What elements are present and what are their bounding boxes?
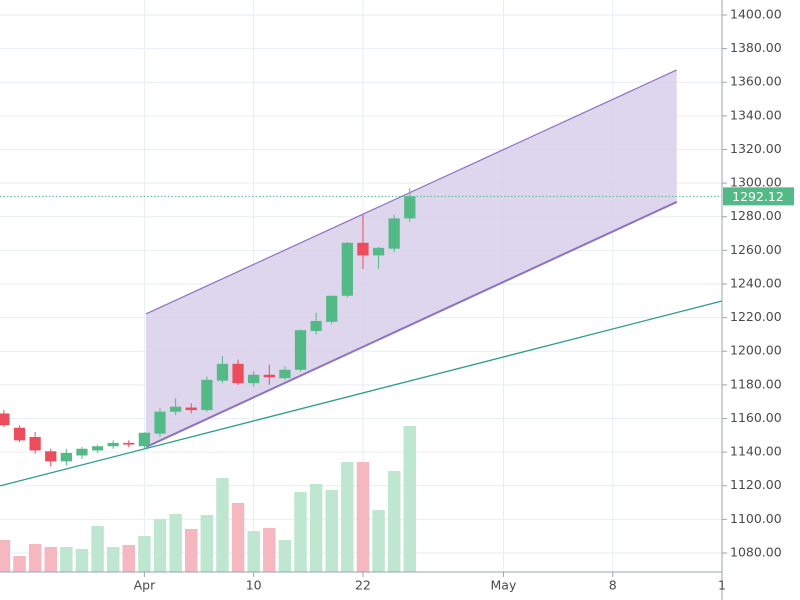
volume-bar — [28, 544, 42, 572]
candle-body — [60, 452, 72, 462]
volume-bar — [138, 536, 151, 572]
candle-body — [123, 442, 135, 445]
candle-body — [76, 448, 88, 456]
y-tick-label: 1100.00 — [730, 511, 782, 526]
y-tick-label: 1220.00 — [730, 309, 782, 324]
candle-body — [372, 247, 385, 256]
volume-bar — [169, 514, 182, 572]
y-tick-label: 1180.00 — [730, 376, 782, 391]
y-tick-label: 1160.00 — [730, 410, 782, 425]
x-tick-label: May — [491, 578, 517, 593]
volume-bar — [387, 471, 401, 572]
candle-body — [107, 442, 119, 447]
volume-bar — [341, 462, 354, 572]
y-tick-label: 1340.00 — [730, 107, 782, 122]
y-tick-label: 1300.00 — [730, 175, 782, 190]
last-price-label: 1292.12 — [732, 189, 784, 204]
candle-body — [0, 413, 10, 426]
volume-bar — [231, 503, 245, 572]
candle-body — [201, 379, 213, 411]
y-tick-label: 1280.00 — [730, 208, 782, 223]
candle-body — [341, 242, 353, 296]
y-tick-label: 1380.00 — [730, 40, 782, 55]
volume-bar — [263, 528, 276, 572]
volume-bar — [356, 462, 370, 572]
x-tick-label: 1 — [718, 578, 726, 593]
y-tick-label: 1360.00 — [730, 74, 782, 89]
volume-bar — [247, 531, 260, 572]
volume-bar — [75, 549, 89, 572]
candle-body — [294, 330, 307, 370]
candle-body — [91, 446, 104, 451]
volume-bar — [372, 510, 385, 572]
volume-layer — [0, 426, 417, 572]
volume-bar — [0, 540, 11, 572]
y-tick-label: 1080.00 — [730, 545, 782, 560]
volume-bar — [278, 540, 292, 572]
channel-fill — [145, 69, 677, 448]
volume-bar — [184, 529, 198, 572]
volume-bar — [153, 519, 167, 572]
volume-bar — [106, 547, 120, 572]
axes-layer: 1080.00 1100.00 1120.00 1140.00 1160.00 1180.… — [134, 6, 794, 593]
y-tick-label: 1120.00 — [730, 477, 782, 492]
candle-body — [29, 436, 41, 451]
candle-body — [232, 363, 244, 384]
volume-bar — [294, 492, 307, 572]
volume-bar — [216, 478, 229, 572]
y-tick-label: 1240.00 — [730, 275, 782, 290]
x-tick-label: Apr — [134, 578, 156, 593]
volume-bar — [122, 545, 136, 572]
candle-body — [45, 451, 57, 462]
volume-bar — [309, 484, 323, 572]
volume-bar — [44, 547, 57, 572]
candle-body — [263, 374, 275, 378]
candle-body — [185, 407, 197, 411]
y-tick-label: 1260.00 — [730, 242, 782, 257]
candle-body — [279, 369, 291, 379]
channel-line — [145, 201, 678, 448]
candle-body — [138, 432, 151, 447]
candle-body — [326, 295, 338, 322]
candle-body — [170, 406, 182, 412]
x-tick-label: 10 — [246, 578, 262, 593]
x-tick-label: 8 — [609, 578, 617, 593]
candle-body — [248, 374, 260, 384]
trend-line — [0, 300, 723, 487]
volume-bar — [200, 515, 214, 572]
volume-bar — [403, 426, 417, 572]
volume-bar — [13, 556, 26, 572]
y-tick-label: 1320.00 — [730, 141, 782, 156]
y-tick-label: 1400.00 — [730, 6, 782, 21]
channel-line — [145, 69, 677, 315]
volume-bar — [325, 490, 338, 572]
overlay-layer — [0, 69, 723, 487]
candle-body — [13, 427, 26, 441]
candle-body — [216, 363, 229, 381]
x-tick-label: 22 — [355, 578, 371, 593]
candle-body — [388, 218, 400, 249]
candle-body — [357, 242, 369, 256]
candle-body — [310, 320, 322, 332]
volume-bar — [91, 526, 104, 572]
y-tick-label: 1200.00 — [730, 343, 782, 358]
last-price-box — [723, 187, 794, 206]
candle-body — [404, 196, 416, 219]
volume-bar — [60, 547, 73, 572]
candle-layer — [0, 188, 416, 467]
y-tick-label: 1140.00 — [730, 444, 782, 459]
candle-body — [154, 411, 166, 434]
